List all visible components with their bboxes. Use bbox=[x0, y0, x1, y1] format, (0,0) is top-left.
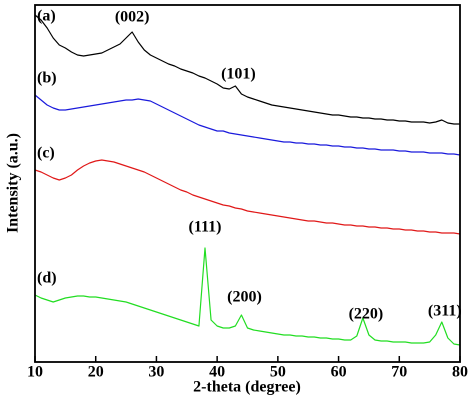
series-label: (c) bbox=[37, 145, 55, 162]
peak-label: (101) bbox=[221, 66, 256, 83]
peak-label: (200) bbox=[227, 289, 262, 306]
series-line bbox=[34, 247, 461, 346]
peak-label: (002) bbox=[115, 9, 150, 26]
peak-label: (111) bbox=[189, 219, 222, 236]
x-tick-label: 80 bbox=[452, 364, 468, 381]
x-tick-label: 50 bbox=[270, 364, 286, 381]
series-label: (d) bbox=[37, 270, 57, 287]
x-tick-label: 70 bbox=[391, 364, 407, 381]
series-line bbox=[34, 159, 461, 235]
x-tick-label: 30 bbox=[148, 364, 164, 381]
x-tick-label: 10 bbox=[27, 364, 43, 381]
x-tick-label: 60 bbox=[331, 364, 347, 381]
series-line bbox=[34, 14, 460, 125]
peak-label: (311) bbox=[428, 303, 462, 320]
y-axis-title: Intensity (a.u.) bbox=[5, 133, 22, 233]
series-label: (b) bbox=[37, 70, 57, 87]
x-tick-label: 20 bbox=[88, 364, 104, 381]
plot-frame bbox=[34, 4, 461, 363]
x-axis-title: 2-theta (degree) bbox=[193, 379, 301, 396]
peak-label: (220) bbox=[349, 306, 384, 323]
series-line bbox=[34, 94, 461, 156]
x-tick-label: 40 bbox=[209, 364, 225, 381]
series-label: (a) bbox=[37, 8, 56, 25]
